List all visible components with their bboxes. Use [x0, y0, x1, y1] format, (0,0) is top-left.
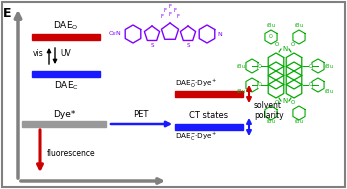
Text: N: N	[282, 46, 288, 52]
Text: F: F	[176, 14, 179, 19]
Text: DAE$_\mathrm{C}$: DAE$_\mathrm{C}$	[53, 79, 78, 91]
Text: PET: PET	[133, 110, 149, 119]
Bar	[175, 124, 243, 130]
Text: F: F	[160, 14, 163, 19]
Text: fluorescence: fluorescence	[47, 149, 96, 159]
Text: $t$Bu: $t$Bu	[294, 21, 304, 29]
Text: S: S	[186, 43, 190, 48]
Text: O: O	[275, 42, 279, 47]
Text: N: N	[282, 98, 288, 104]
Text: O: O	[257, 64, 261, 68]
Text: DAE$_\mathrm{C}^{-}$$\cdot$Dye$^{+}$: DAE$_\mathrm{C}^{-}$$\cdot$Dye$^{+}$	[175, 131, 217, 143]
Text: F: F	[168, 12, 171, 17]
Text: $t$Bu: $t$Bu	[324, 87, 334, 95]
Text: UV: UV	[60, 49, 71, 57]
Text: $t$Bu: $t$Bu	[266, 117, 276, 125]
Text: $t$Bu: $t$Bu	[266, 21, 276, 29]
Text: S: S	[150, 43, 154, 48]
Bar	[32, 71, 100, 77]
Text: DAE$_\mathrm{O}^{-}$$\cdot$Dye$^{+}$: DAE$_\mathrm{O}^{-}$$\cdot$Dye$^{+}$	[175, 78, 217, 90]
Text: O: O	[257, 83, 261, 88]
Text: O: O	[275, 100, 279, 105]
Text: F: F	[168, 4, 171, 9]
Text: CT states: CT states	[189, 111, 229, 120]
Text: O: O	[269, 35, 273, 40]
Text: O: O	[308, 64, 312, 68]
Text: $t$Bu: $t$Bu	[236, 87, 246, 95]
Text: $t$Bu: $t$Bu	[324, 62, 334, 70]
Bar	[175, 91, 243, 97]
Text: F: F	[163, 8, 167, 13]
Text: O$_2$N: O$_2$N	[108, 29, 122, 38]
Text: O: O	[308, 83, 312, 88]
Text: $t$Bu: $t$Bu	[236, 62, 246, 70]
Text: vis: vis	[33, 49, 44, 57]
Text: $t$Bu: $t$Bu	[294, 117, 304, 125]
Text: Dye*: Dye*	[53, 110, 75, 119]
Text: DAE$_\mathrm{O}$: DAE$_\mathrm{O}$	[53, 19, 79, 32]
Text: polarity: polarity	[254, 111, 283, 119]
Text: O: O	[291, 42, 295, 47]
Bar	[22, 121, 106, 127]
Text: E: E	[3, 7, 11, 20]
Text: N: N	[217, 32, 222, 36]
Bar	[32, 34, 100, 40]
Text: O: O	[291, 100, 295, 105]
Text: F: F	[174, 8, 177, 13]
Text: solvent: solvent	[254, 101, 282, 111]
